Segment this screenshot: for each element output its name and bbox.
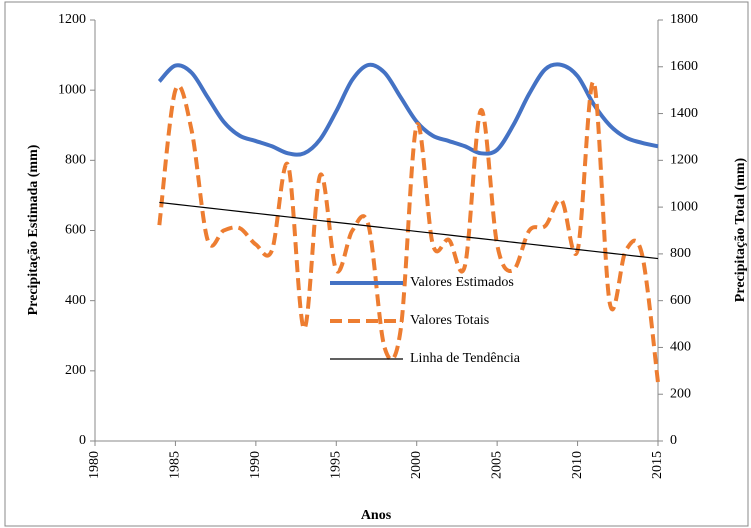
y-tick-label: 0	[79, 433, 86, 448]
x-tick-label: 1980	[87, 451, 102, 479]
y2-tick-label: 1400	[670, 106, 698, 121]
y2-tick-label: 600	[670, 293, 691, 308]
legend-label: Linha de Tendência	[410, 351, 521, 366]
x-tick-label: 2015	[650, 451, 665, 479]
y-axis-title: Precipitação Estimada (mm)	[26, 144, 41, 315]
chart-frame	[4, 1, 749, 527]
series-line	[157, 62, 659, 157]
legend-label: Valores Estimados	[410, 275, 514, 290]
y2-tick-label: 1200	[670, 153, 698, 168]
y2-tick-label: 1000	[670, 199, 698, 214]
x-tick-label: 2000	[409, 451, 424, 479]
x-tick-label: 1990	[248, 451, 263, 479]
y-tick-label: 400	[65, 293, 86, 308]
y-tick-label: 600	[65, 223, 86, 238]
series-line	[159, 201, 659, 260]
y2-tick-label: 200	[670, 386, 691, 401]
y2-tick-label: 800	[670, 246, 691, 261]
legend-label: Valores Totais	[410, 313, 489, 328]
y-tick-label: 1000	[58, 82, 86, 97]
x-tick-label: 1985	[168, 451, 183, 479]
x-tick-label: 2010	[570, 451, 585, 479]
x-tick-label: 1995	[329, 451, 344, 479]
y2-tick-label: 400	[670, 340, 691, 355]
x-axis-title: Anos	[361, 508, 392, 523]
y-tick-label: 800	[65, 153, 86, 168]
y2-axis-title: Precipitação Total (mm)	[733, 157, 748, 302]
y-tick-label: 1200	[58, 12, 86, 27]
y-tick-label: 200	[65, 363, 86, 378]
y2-tick-label: 1600	[670, 59, 698, 74]
y2-tick-label: 1800	[670, 12, 698, 27]
y2-tick-label: 0	[670, 433, 677, 448]
x-tick-label: 2005	[489, 451, 504, 479]
